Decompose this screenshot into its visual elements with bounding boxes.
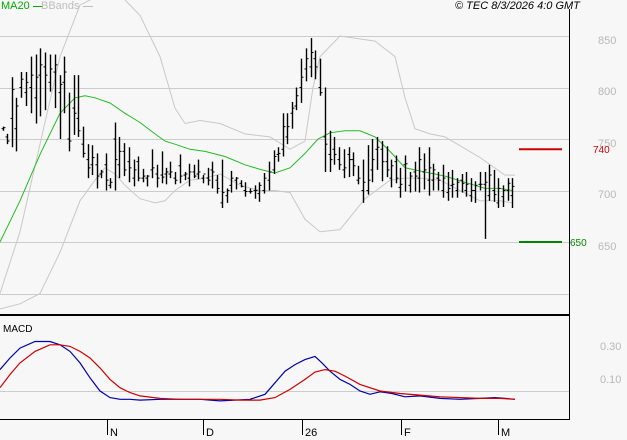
macd-lines	[0, 340, 516, 402]
date-ticks	[107, 420, 499, 435]
date-label-nov: N	[110, 427, 118, 439]
date-label-2026: 26	[305, 427, 318, 439]
price-axis-label-800: 800	[598, 86, 617, 98]
legend-bbands: BBands	[41, 1, 93, 12]
chart-frame	[0, 9, 570, 420]
resistance-level-label: 740	[593, 145, 610, 156]
date-label-mar: M	[501, 427, 511, 439]
support-level-label: 650	[570, 238, 587, 249]
legend-ma20-swatch-icon	[32, 5, 43, 7]
price-levels	[519, 148, 562, 243]
ma20-line	[0, 95, 513, 243]
copyright-timestamp: © TEC 8/3/2026 4:0 GMT	[455, 0, 580, 12]
price-gridlines	[0, 36, 569, 392]
legend-ma20: MA20	[1, 1, 43, 12]
macd-axis-label-010: 0.10	[600, 374, 622, 386]
ohlc-bars	[1, 38, 515, 239]
bollinger-bands	[0, 0, 515, 310]
macd-axis-label-030: 0.30	[600, 341, 622, 353]
price-axis-label-850: 850	[598, 35, 617, 47]
price-axis-label-750: 750	[598, 138, 617, 150]
macd-panel-title: MACD	[3, 324, 33, 335]
price-axis-label-650: 650	[598, 241, 617, 253]
legend-bbands-swatch-icon	[82, 5, 93, 7]
date-label-dec: D	[206, 427, 214, 439]
price-axis-label-700: 700	[598, 189, 617, 201]
date-label-feb: F	[404, 427, 411, 439]
